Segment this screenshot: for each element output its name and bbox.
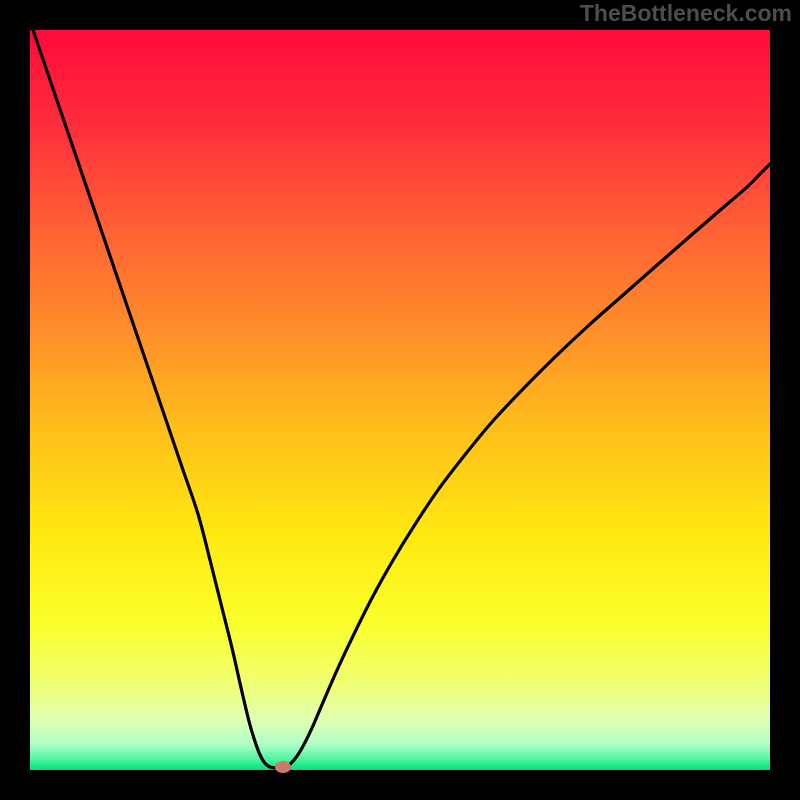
optimal-point-marker [275, 761, 291, 773]
plot-background [30, 30, 770, 770]
watermark-text: TheBottleneck.com [580, 0, 792, 27]
bottleneck-chart [0, 0, 800, 800]
chart-container: TheBottleneck.com [0, 0, 800, 800]
